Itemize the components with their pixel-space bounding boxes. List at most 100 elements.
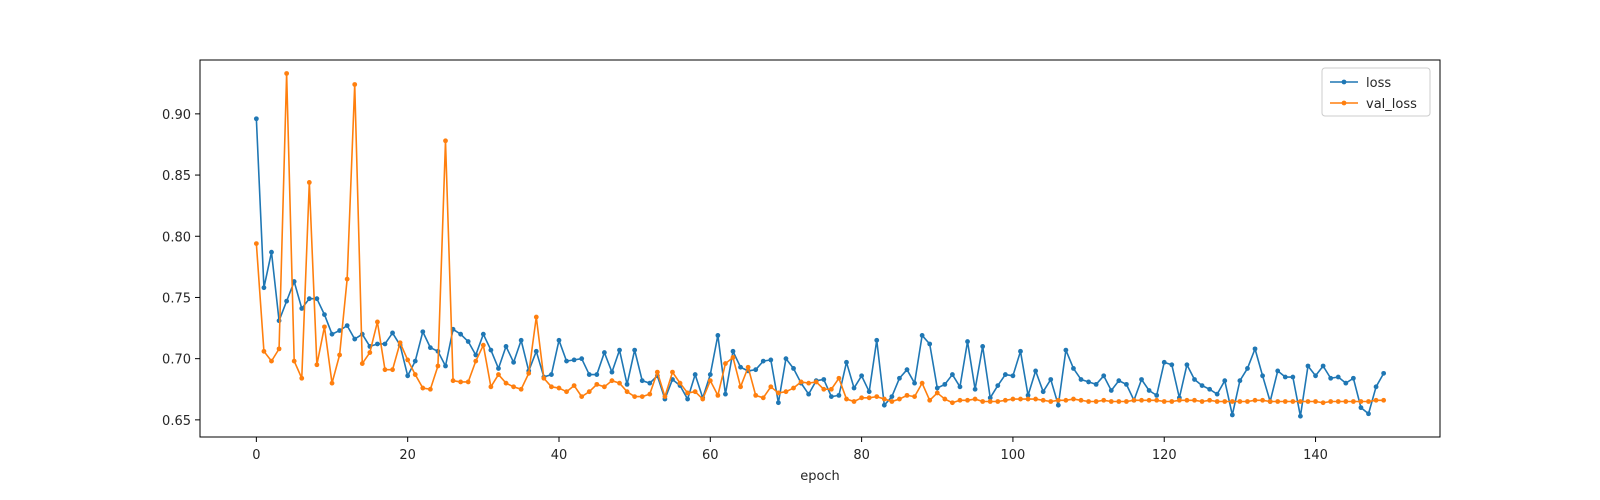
x-tick-label: 20 (399, 448, 416, 463)
data-point (692, 372, 698, 377)
data-point (375, 341, 380, 347)
data-point (1290, 374, 1296, 380)
data-point (367, 350, 373, 355)
data-point (405, 373, 411, 379)
data-point (1237, 399, 1243, 404)
y-tick-label: 0.70 (162, 353, 191, 368)
series-loss (253, 116, 1387, 419)
data-point (798, 379, 804, 385)
data-point (1366, 399, 1371, 404)
data-point (753, 392, 759, 398)
data-point (715, 333, 721, 338)
data-point (897, 375, 902, 381)
data-point (730, 355, 736, 360)
data-point (1260, 397, 1265, 403)
data-point (1313, 399, 1318, 404)
data-point (1025, 396, 1031, 402)
data-point (427, 345, 433, 351)
data-point (284, 298, 290, 304)
data-point (322, 312, 327, 317)
data-point (1055, 402, 1061, 408)
data-point (291, 358, 297, 364)
data-point (1108, 388, 1114, 393)
data-point (579, 356, 585, 362)
data-point (1048, 377, 1054, 382)
data-point (949, 372, 955, 377)
y-tick-label: 0.85 (162, 169, 191, 184)
data-point (306, 180, 312, 185)
data-point (632, 394, 638, 400)
data-point (253, 241, 259, 247)
data-point (344, 276, 350, 282)
data-point (443, 363, 448, 369)
data-point (685, 390, 691, 396)
data-point (738, 384, 743, 390)
data-point (412, 358, 418, 364)
data-point (1161, 399, 1167, 404)
data-point (511, 384, 516, 390)
data-point (1252, 346, 1258, 352)
data-point (1093, 399, 1099, 404)
data-point (639, 394, 645, 400)
x-tick-label: 60 (702, 448, 719, 463)
data-point (1343, 399, 1349, 404)
data-point (1086, 399, 1091, 404)
data-point (253, 116, 259, 122)
data-point (1199, 383, 1205, 388)
data-point (1169, 362, 1175, 368)
data-point (1275, 368, 1281, 374)
y-tick-label: 0.65 (162, 414, 191, 429)
data-point (745, 364, 751, 370)
data-point (609, 369, 615, 375)
data-point (473, 358, 479, 364)
data-point (329, 331, 335, 337)
data-point (480, 331, 486, 337)
data-point (1010, 373, 1016, 379)
data-point (261, 348, 267, 354)
data-point (1305, 399, 1311, 404)
data-point (1078, 397, 1084, 403)
data-point (526, 370, 532, 376)
data-point (496, 366, 501, 371)
data-point (1010, 396, 1016, 402)
data-point (980, 344, 986, 349)
data-point (874, 394, 880, 400)
data-point (473, 352, 479, 358)
data-point (1290, 399, 1296, 404)
data-point (443, 138, 448, 144)
data-point (1002, 397, 1008, 403)
data-point (586, 372, 592, 377)
data-point (352, 336, 358, 342)
data-point (1040, 389, 1046, 395)
data-point (828, 386, 834, 392)
data-point (1358, 399, 1364, 404)
data-point (1366, 411, 1371, 417)
data-point (768, 384, 774, 390)
x-tick-label: 120 (1152, 448, 1177, 463)
data-point (1116, 378, 1122, 384)
data-point (1282, 399, 1288, 404)
data-point (1373, 397, 1379, 403)
data-point (1124, 399, 1129, 404)
data-point (889, 394, 895, 400)
data-point (458, 331, 464, 337)
data-point (382, 367, 388, 373)
data-point (571, 357, 577, 363)
data-point (594, 381, 600, 387)
data-point (1214, 391, 1220, 397)
legend-box (1321, 67, 1431, 117)
data-point (1025, 392, 1031, 398)
data-point (1078, 377, 1084, 382)
data-point (654, 369, 660, 375)
data-point (1063, 347, 1069, 353)
data-point (707, 378, 713, 384)
data-point (1245, 399, 1250, 404)
data-point (942, 381, 948, 387)
data-point (1093, 381, 1099, 387)
data-point (760, 358, 766, 364)
data-point (874, 337, 880, 343)
x-axis-label: epoch (800, 469, 840, 484)
data-point (828, 394, 834, 400)
